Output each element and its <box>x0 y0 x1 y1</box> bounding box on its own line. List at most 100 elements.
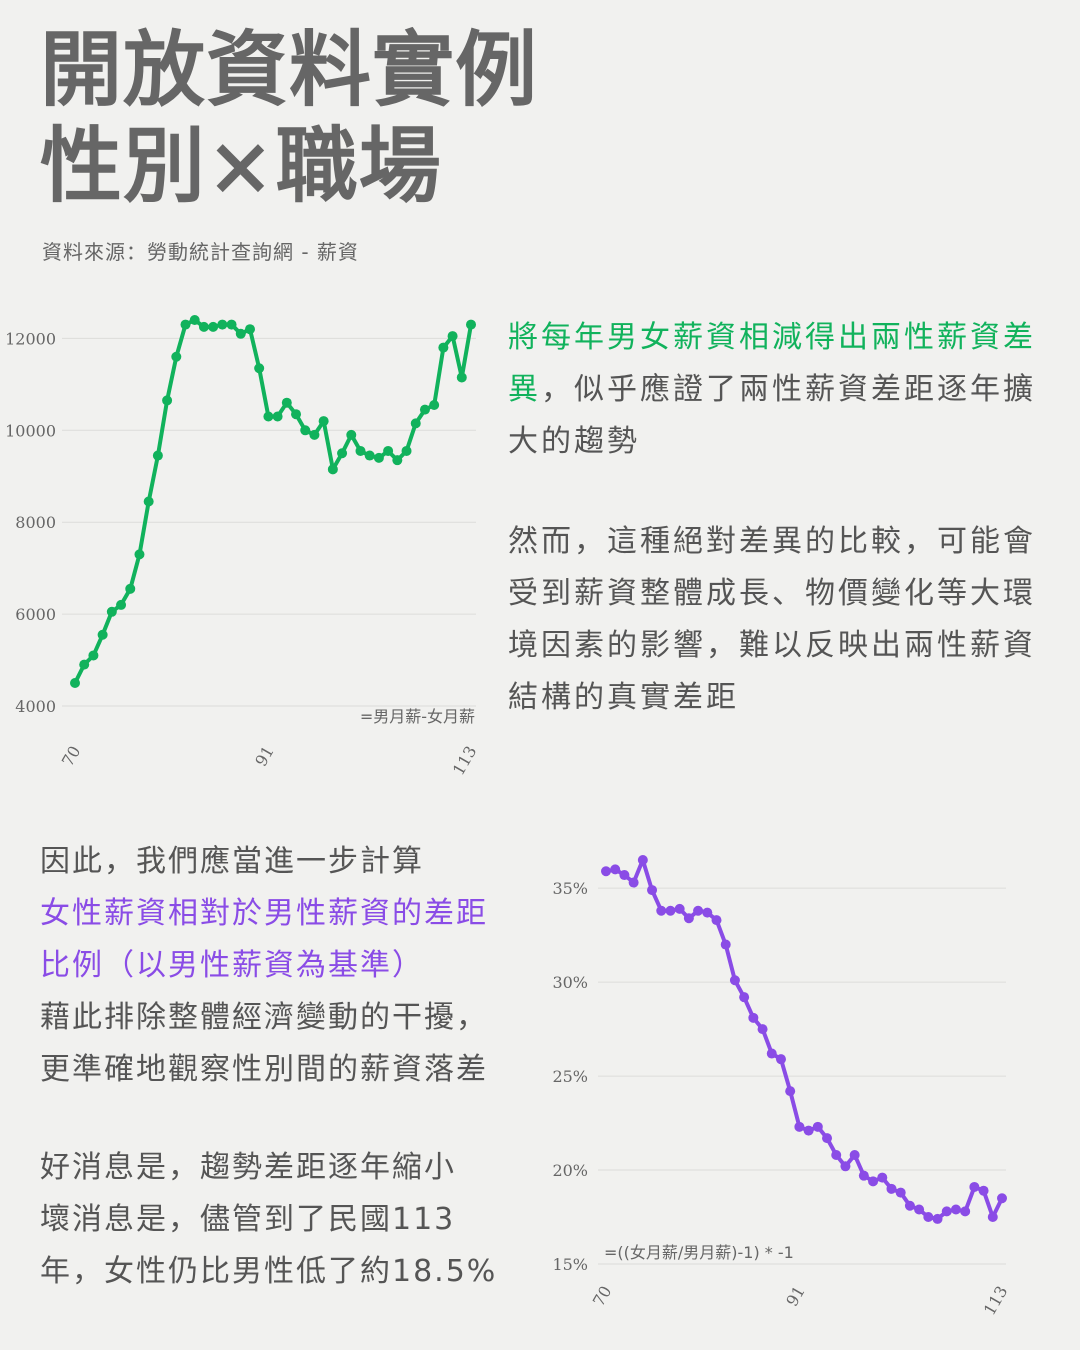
paragraph-difference: 將每年男女薪資相減得出兩性薪資差異，似乎應證了兩性薪資差距逐年擴大的趨勢 <box>508 312 1048 468</box>
chart1-data-point <box>419 404 430 415</box>
chart1-data-point <box>106 606 117 617</box>
chart2-data-point <box>610 864 621 875</box>
chart1-y-tick-label: 6000 <box>15 605 56 624</box>
chart2-data-point <box>960 1206 971 1217</box>
chart1-data-point <box>152 450 163 461</box>
chart1-data-point <box>208 321 219 332</box>
chart1-data-point <box>337 448 348 459</box>
chart2-data-point <box>914 1204 925 1215</box>
chart2-data-point <box>950 1204 961 1215</box>
chart2-data-point <box>748 1012 759 1023</box>
chart1-data-point <box>346 429 357 440</box>
chart1-data-point <box>281 397 292 408</box>
chart2-data-point <box>923 1212 934 1223</box>
chart1-data-point <box>410 418 421 429</box>
chart2-data-point <box>775 1054 786 1065</box>
chart2-y-tick-label: 15% <box>552 1255 588 1274</box>
chart1-data-point <box>70 678 80 689</box>
chart2-data-point <box>619 870 630 881</box>
chart1-data-point <box>97 629 108 640</box>
chart2-x-tick-label: 70 <box>589 1283 616 1310</box>
chart2-data-point <box>895 1187 906 1198</box>
chart2-data-point <box>849 1150 860 1161</box>
chart1-data-point <box>88 650 99 661</box>
chart1-data-point <box>272 411 283 422</box>
chart2-formula-annotation: =((女月薪/男月薪)-1) * -1 <box>604 1243 794 1262</box>
chart1-y-tick-label: 10000 <box>5 421 56 440</box>
chart1-data-point <box>373 452 384 463</box>
chart2-data-point <box>886 1183 897 1194</box>
chart1-data-point <box>226 319 237 330</box>
chart1-data-point <box>355 445 366 456</box>
chart1-y-tick-label: 12000 <box>5 329 56 348</box>
paragraph-news: 好消息是，趨勢差距逐年縮小 壞消息是，儘管到了民國113 年，女性仍比男性低了約… <box>40 1142 540 1298</box>
chart1-series-line <box>73 318 473 684</box>
chart1-data-point <box>401 445 412 456</box>
paragraph-difference-rest: ，似乎應證了兩性薪資差距逐年擴大的趨勢 <box>508 372 1036 459</box>
chart1-data-point <box>180 319 191 330</box>
therefore-line-5: 更準確地觀察性別間的薪資落差 <box>40 1052 488 1087</box>
chart1-y-tick-label: 8000 <box>15 513 56 532</box>
wage-gap-ratio-chart: 35% 30% 25% 20% 15%70 91 113 =((女月薪/男月薪)-1) * -… <box>552 855 1012 1319</box>
chart1-data-point <box>116 599 127 610</box>
highlight-purple-1: 女性薪資相對於男性薪資的差距 <box>40 896 488 931</box>
chart2-data-point <box>987 1212 998 1223</box>
chart2-data-point <box>812 1121 823 1132</box>
chart1-data-point <box>263 411 274 422</box>
chart2-y-tick-label: 35% <box>552 879 588 898</box>
chart1-data-point <box>162 395 173 406</box>
chart2-data-point <box>831 1150 842 1161</box>
chart1-data-point <box>217 319 228 330</box>
chart1-data-point <box>235 328 246 339</box>
paragraph-therefore: 因此，我們應當進一步計算 女性薪資相對於男性薪資的差距 比例（以男性薪資為基準）… <box>40 836 540 1096</box>
chart1-data-point <box>189 315 200 325</box>
chart2-data-point <box>904 1200 915 1211</box>
chart1-data-point <box>318 416 329 427</box>
chart2-data-point <box>868 1176 879 1187</box>
chart1-data-point <box>392 455 403 466</box>
highlight-green: 將每年男女薪資相減得出兩性薪資差異 <box>508 320 1036 407</box>
chart1-data-point <box>171 351 182 362</box>
chart1-data-point <box>327 464 338 475</box>
chart2-data-point <box>766 1048 777 1059</box>
chart1-x-tick-label: 70 <box>58 743 85 770</box>
chart1-data-point <box>79 659 90 670</box>
chart2-data-point <box>683 913 694 924</box>
conclusion-line: 年，女性仍比男性低了約18.5% <box>40 1254 498 1289</box>
chart2-data-point <box>739 992 750 1003</box>
chart1-data-point <box>125 583 136 594</box>
chart1-data-point <box>134 549 145 560</box>
chart2-data-point <box>729 975 740 986</box>
chart2-data-point <box>757 1024 768 1035</box>
chart2-data-point <box>665 905 676 916</box>
chart2-data-point <box>794 1121 805 1132</box>
chart2-data-point <box>702 907 713 918</box>
chart2-data-point <box>840 1161 851 1172</box>
chart2-y-tick-label: 20% <box>552 1161 588 1180</box>
chart2-x-tick-label: 113 <box>980 1283 1012 1319</box>
chart1-data-point <box>291 409 302 420</box>
chart2-data-point <box>711 915 722 926</box>
chart2-data-point <box>969 1181 980 1192</box>
chart2-data-point <box>628 877 639 888</box>
chart2-data-point <box>932 1213 943 1224</box>
chart1-data-point <box>254 363 265 374</box>
chart2-data-point <box>822 1133 833 1144</box>
therefore-line-4: 藉此排除整體經濟變動的干擾， <box>40 1000 488 1035</box>
chart2-y-tick-label: 30% <box>552 973 588 992</box>
chart1-formula-annotation: =男月薪-女月薪 <box>360 707 475 726</box>
good-news-line: 好消息是，趨勢差距逐年縮小 <box>40 1150 456 1185</box>
page-title: 開放資料實例 性別×職場 <box>40 22 538 214</box>
chart2-data-point <box>877 1172 888 1183</box>
chart1-data-point <box>383 445 394 456</box>
chart1-data-point <box>244 324 255 335</box>
chart2-data-point <box>647 885 658 896</box>
chart1-data-point <box>429 400 440 411</box>
chart2-data-point <box>693 905 704 916</box>
title-line-1: 開放資料實例 <box>40 22 539 118</box>
chart2-data-point <box>941 1206 952 1217</box>
chart1-data-point <box>364 450 375 461</box>
chart2-data-point <box>637 855 648 865</box>
chart2-y-tick-label: 25% <box>552 1067 588 1086</box>
highlight-purple-2: 比例（以男性薪資為基準） <box>40 948 424 983</box>
